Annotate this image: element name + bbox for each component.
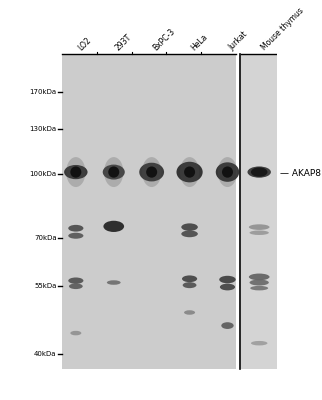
- Ellipse shape: [180, 157, 199, 187]
- Text: 70kDa: 70kDa: [34, 234, 57, 240]
- Ellipse shape: [107, 280, 121, 285]
- Text: 170kDa: 170kDa: [29, 88, 57, 94]
- Ellipse shape: [184, 166, 195, 178]
- Ellipse shape: [70, 331, 81, 335]
- Text: 40kDa: 40kDa: [34, 351, 57, 357]
- Ellipse shape: [68, 278, 83, 284]
- Text: Mouse thymus: Mouse thymus: [259, 6, 305, 52]
- Ellipse shape: [221, 322, 234, 329]
- Ellipse shape: [103, 164, 125, 180]
- Ellipse shape: [66, 157, 85, 187]
- Ellipse shape: [142, 157, 161, 187]
- Ellipse shape: [146, 166, 157, 178]
- Ellipse shape: [218, 157, 237, 187]
- Ellipse shape: [104, 157, 123, 187]
- Ellipse shape: [250, 280, 269, 286]
- Text: HeLa: HeLa: [190, 32, 210, 52]
- Ellipse shape: [176, 162, 203, 182]
- Ellipse shape: [181, 223, 198, 231]
- Bar: [62, 54, 236, 369]
- Ellipse shape: [251, 341, 268, 346]
- Text: 55kDa: 55kDa: [34, 283, 57, 289]
- Ellipse shape: [219, 276, 236, 283]
- Text: BxPC-3: BxPC-3: [152, 27, 177, 52]
- Ellipse shape: [249, 224, 270, 230]
- Text: 293T: 293T: [114, 32, 134, 52]
- Ellipse shape: [216, 162, 239, 182]
- Ellipse shape: [220, 284, 235, 290]
- Text: — AKAP8: — AKAP8: [280, 170, 321, 178]
- Text: LO2: LO2: [76, 36, 92, 52]
- Ellipse shape: [248, 166, 271, 178]
- Bar: [241, 54, 277, 369]
- Ellipse shape: [64, 165, 88, 179]
- Ellipse shape: [108, 166, 119, 178]
- Ellipse shape: [181, 230, 198, 237]
- Text: 100kDa: 100kDa: [29, 171, 57, 177]
- Ellipse shape: [183, 282, 196, 288]
- Ellipse shape: [250, 230, 269, 235]
- Ellipse shape: [70, 166, 81, 178]
- Ellipse shape: [103, 221, 124, 232]
- Text: Jurkat: Jurkat: [227, 30, 250, 52]
- Ellipse shape: [222, 166, 233, 178]
- Ellipse shape: [250, 286, 268, 290]
- Ellipse shape: [182, 276, 197, 282]
- Ellipse shape: [249, 274, 270, 280]
- Ellipse shape: [251, 167, 268, 177]
- Ellipse shape: [184, 310, 195, 315]
- Ellipse shape: [69, 284, 83, 289]
- Ellipse shape: [68, 233, 83, 239]
- Ellipse shape: [68, 225, 83, 232]
- Text: 130kDa: 130kDa: [29, 126, 57, 132]
- Ellipse shape: [139, 163, 164, 182]
